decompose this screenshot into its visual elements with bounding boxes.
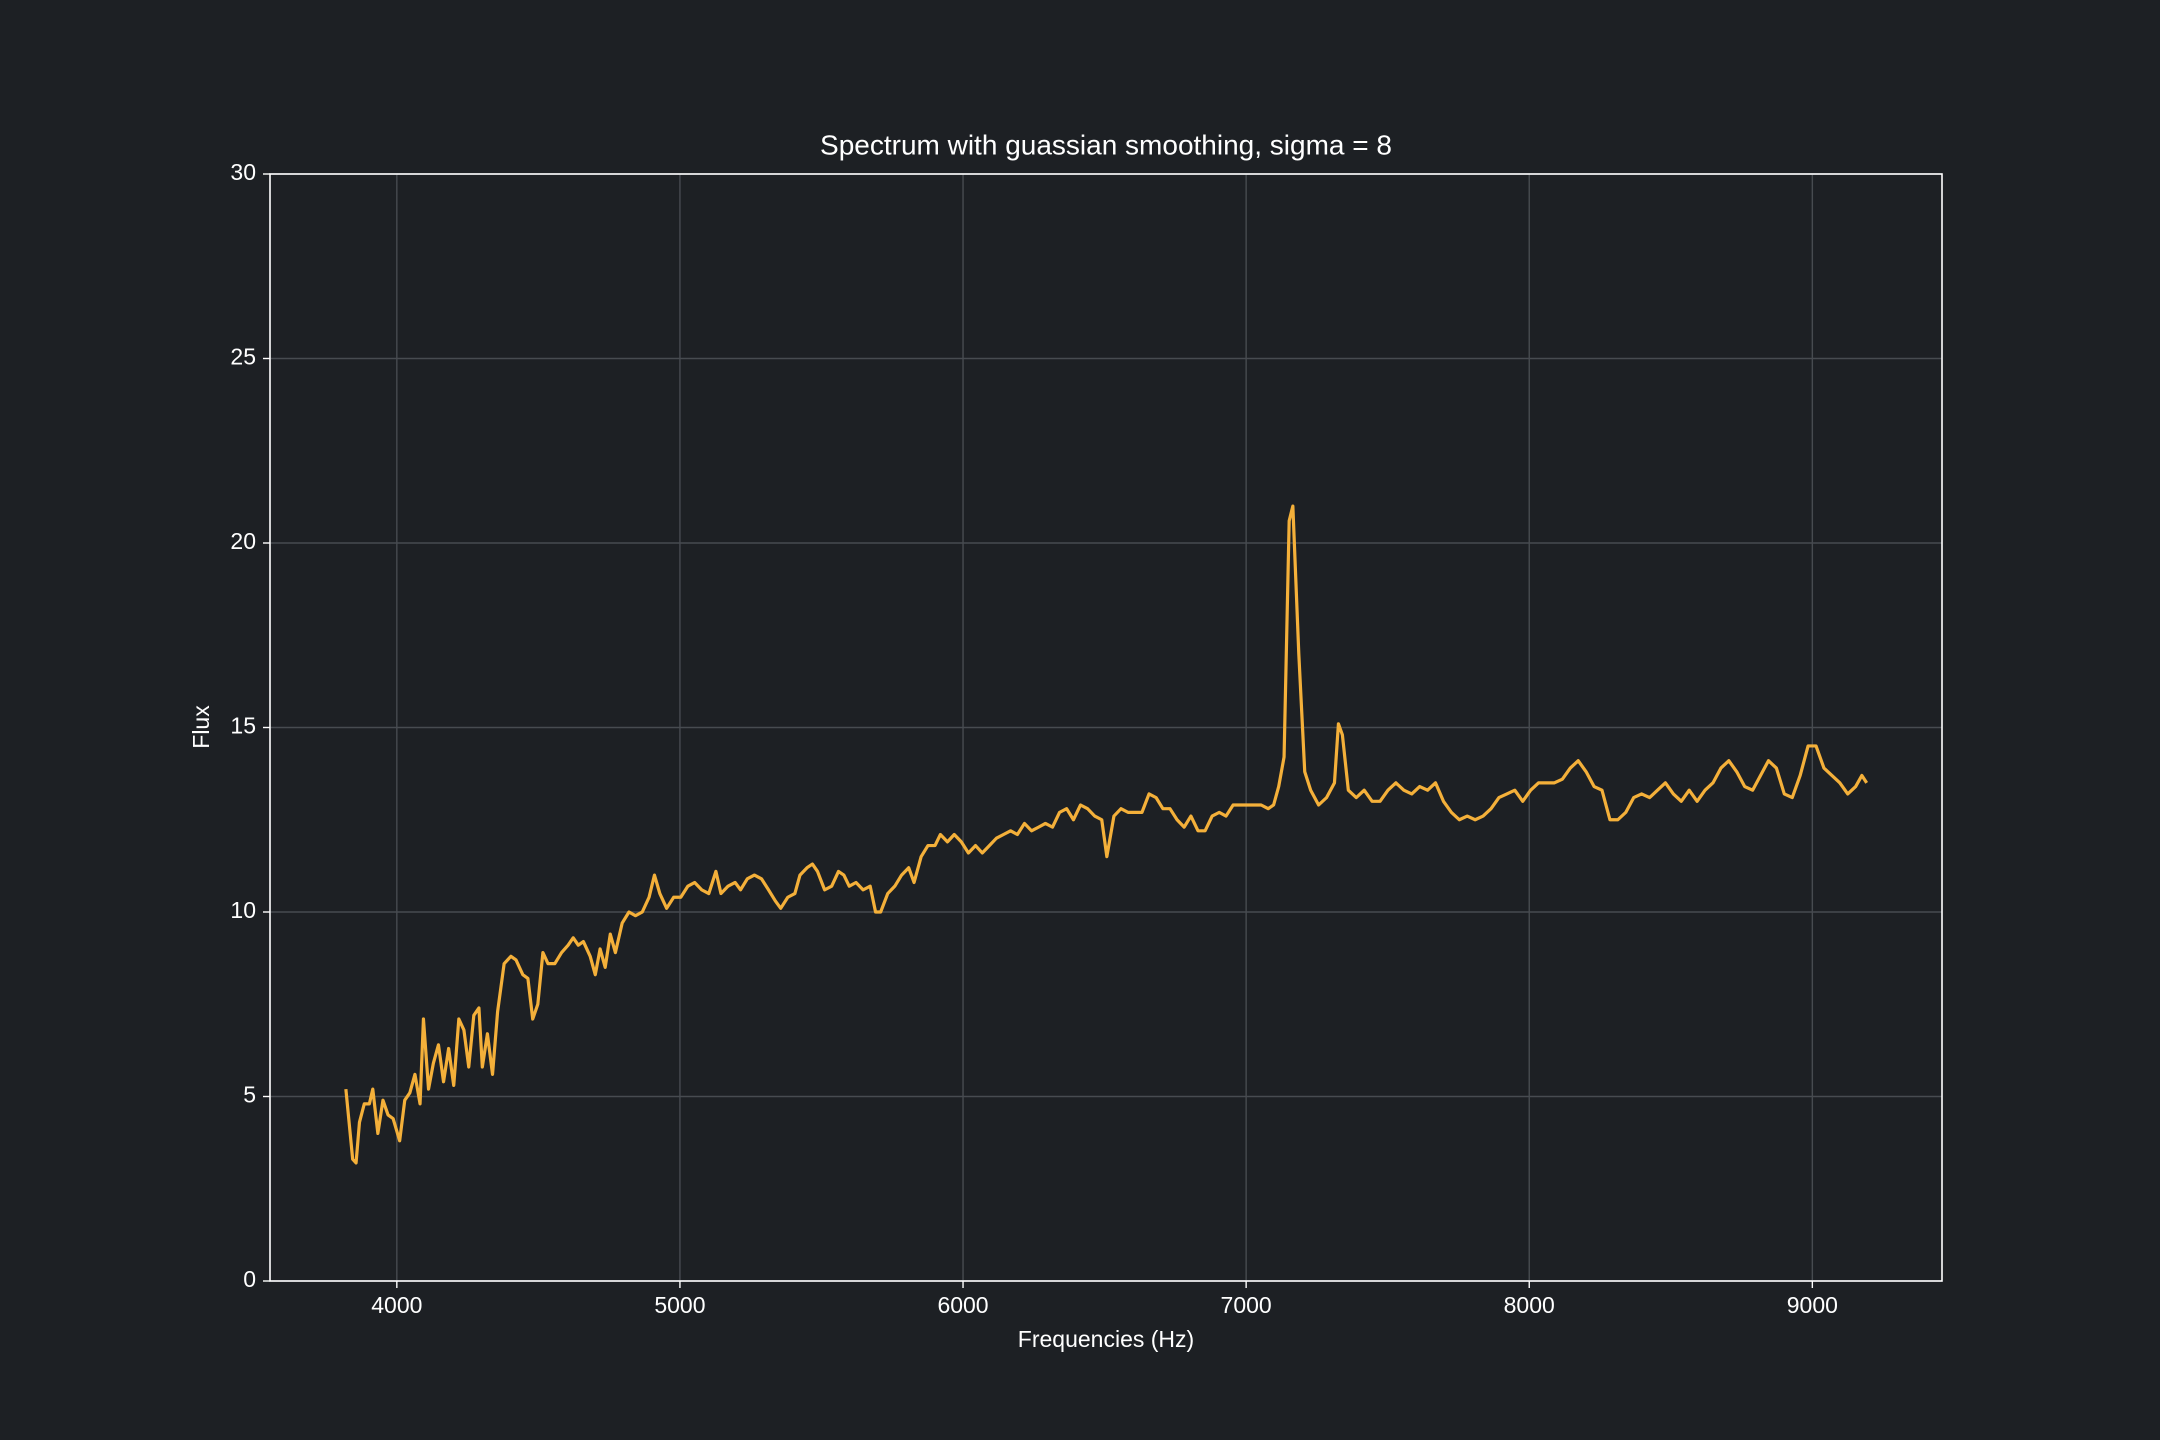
x-tick-label: 5000 [654,1292,705,1318]
y-tick-label: 25 [230,344,256,370]
chart-title: Spectrum with guassian smoothing, sigma … [820,129,1392,160]
x-tick-label: 6000 [937,1292,988,1318]
y-tick-label: 10 [230,897,256,923]
data-line [344,504,1869,1165]
y-tick-label: 30 [230,159,256,185]
y-tick-label: 0 [243,1266,256,1292]
x-axis-label: Frequencies (Hz) [1018,1326,1194,1352]
y-tick-label: 15 [230,713,256,739]
x-tick-label: 7000 [1221,1292,1272,1318]
x-tick-label: 8000 [1504,1292,1555,1318]
plot-area [344,504,1869,1165]
y-tick-label: 5 [243,1082,256,1108]
x-tick-label: 4000 [371,1292,422,1318]
x-tick-label: 9000 [1787,1292,1838,1318]
y-tick-label: 20 [230,528,256,554]
y-axis-label: Flux [188,705,214,749]
